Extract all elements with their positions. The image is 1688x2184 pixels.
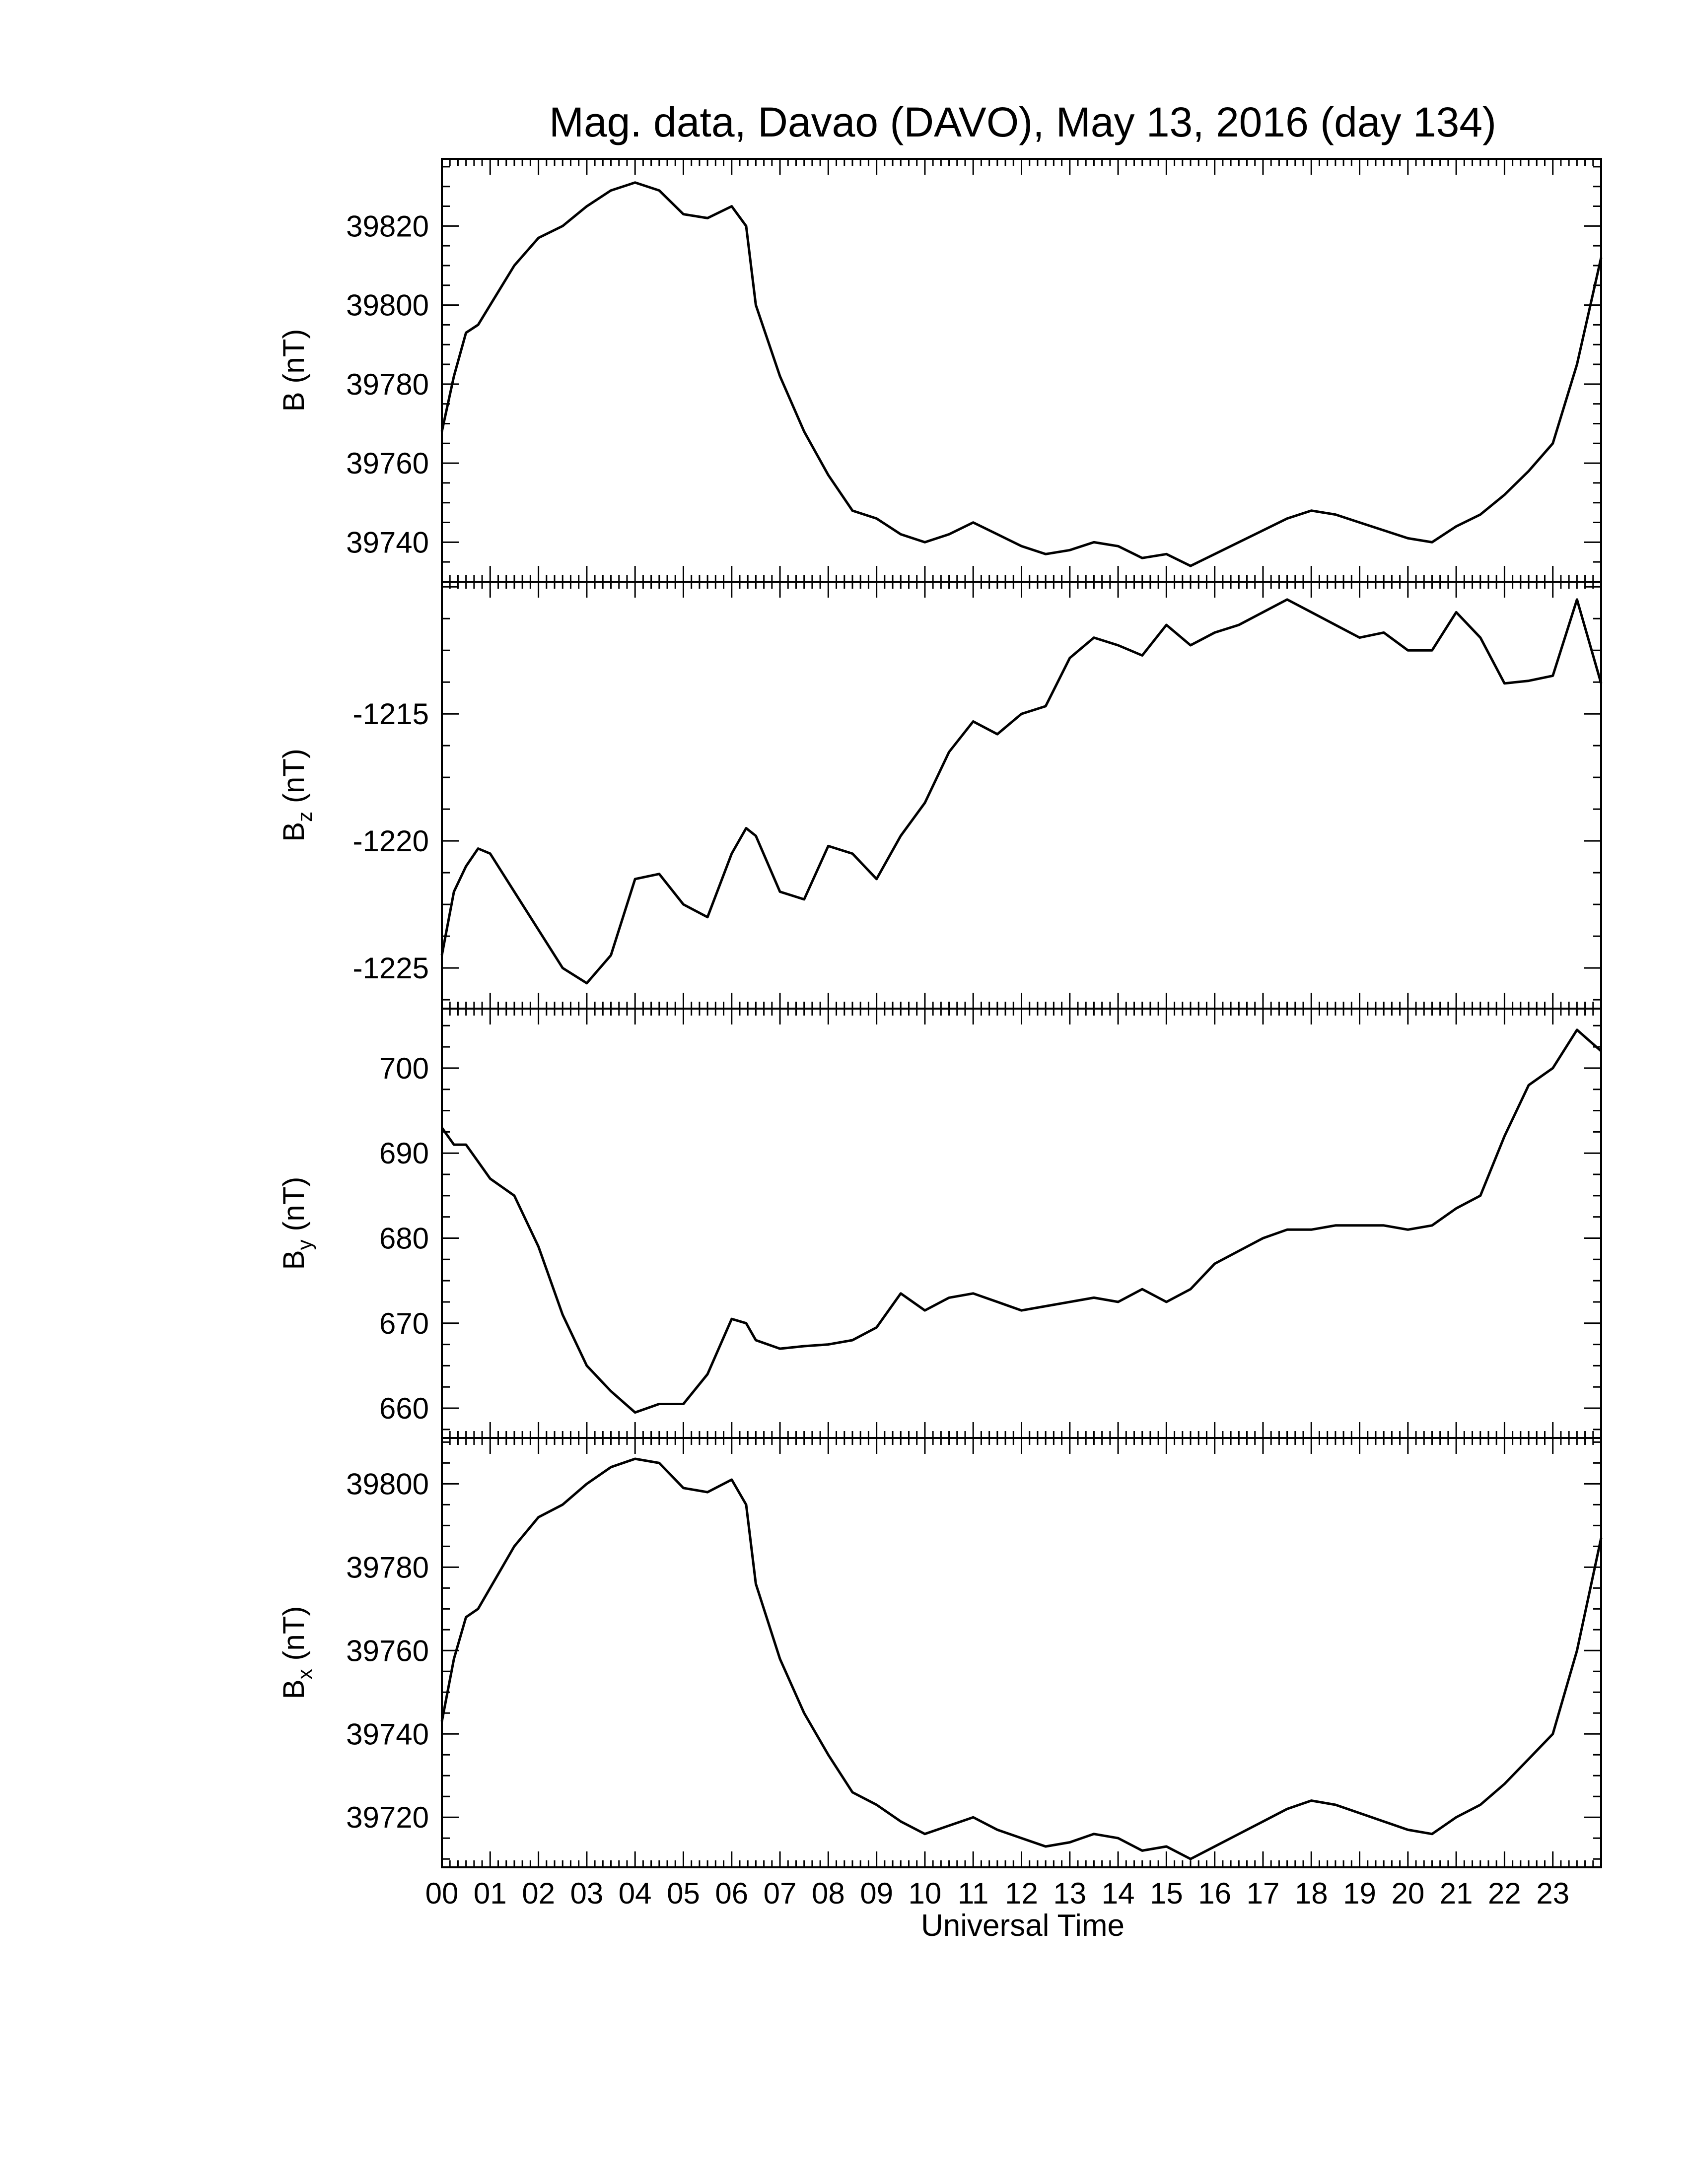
panel-3-series-line	[440, 1457, 1603, 1860]
x-tick-label-19: 19	[1343, 1877, 1376, 1910]
x-tick-label-08: 08	[812, 1877, 845, 1910]
panel-0-y-tick-label-3: 39800	[346, 289, 429, 322]
x-tick-label-21: 21	[1440, 1877, 1473, 1910]
panel-1-y-ticks	[442, 586, 1601, 1001]
x-tick-label-09: 09	[860, 1877, 893, 1910]
panel-3-y-tick-label-4: 39800	[346, 1467, 429, 1501]
x-tick-label-10: 10	[909, 1877, 942, 1910]
x-tick-label-22: 22	[1488, 1877, 1521, 1910]
x-tick-label-13: 13	[1053, 1877, 1086, 1910]
x-tick-label-03: 03	[570, 1877, 604, 1910]
panel-2-frame	[441, 1008, 1602, 1439]
panel-1-y-tick-label-1: -1220	[353, 824, 429, 858]
panel-1-y-tick-label-2: -1215	[353, 697, 429, 731]
panel-0-y-axis-label: B (nT)	[277, 329, 310, 412]
x-tick-label-04: 04	[619, 1877, 652, 1910]
panel-2-y-tick-label-2: 680	[379, 1222, 429, 1255]
panel-3-y-axis-label: Bx (nT)	[277, 1606, 316, 1700]
x-axis-label: Universal Time	[921, 1909, 1125, 1943]
panel-2-series-line	[440, 1028, 1602, 1414]
x-tick-label-11: 11	[958, 1877, 988, 1910]
panel-2-y-tick-label-3: 690	[379, 1137, 429, 1170]
x-tick-label-20: 20	[1391, 1877, 1424, 1910]
x-tick-label-18: 18	[1295, 1877, 1328, 1910]
panel-0-y-tick-label-2: 39780	[346, 368, 429, 401]
x-tick-labels: 00 01 02 03 04 05 06 07 08 09 10 11 12 13 14 15 16 17 18 19…	[425, 1877, 1569, 1910]
panel-3: 39720 39740 39760 39780 39800 Bx (nT)	[277, 1437, 1603, 1868]
x-tick-label-02: 02	[522, 1877, 555, 1910]
panel-1-series-line	[440, 598, 1603, 985]
panel-3-y-tick-label-0: 39720	[346, 1801, 429, 1834]
x-tick-label-01: 01	[474, 1877, 507, 1910]
panel-3-y-tick-label-1: 39740	[346, 1717, 429, 1751]
x-tick-label-15: 15	[1150, 1877, 1183, 1910]
panel-3-y-tick-label-2: 39760	[346, 1634, 429, 1667]
panel-1-y-axis-label: Bz (nT)	[277, 749, 316, 842]
x-tick-label-05: 05	[667, 1877, 700, 1910]
panel-3-frame	[441, 1437, 1602, 1868]
panel-2-y-tick-label-4: 700	[379, 1052, 429, 1085]
x-tick-label-17: 17	[1247, 1877, 1280, 1910]
panel-0-y-tick-label-1: 39760	[346, 447, 429, 480]
x-tick-label-07: 07	[764, 1877, 797, 1910]
chart-title: Mag. data, Davao (DAVO), May 13, 2016 (d…	[549, 99, 1496, 145]
x-tick-label-06: 06	[715, 1877, 748, 1910]
x-tick-label-23: 23	[1536, 1877, 1569, 1910]
panel-2-y-ticks	[442, 1024, 1601, 1431]
panel-0-series-line	[440, 181, 1603, 567]
panel-2-y-tick-label-0: 660	[379, 1392, 429, 1425]
panel-0: 39740 39760 39780 39800 39820 B (nT)	[277, 158, 1603, 583]
panel-3-y-ticks	[442, 1441, 1601, 1860]
panel-2-x-ticks	[441, 1009, 1602, 1438]
x-tick-label-00: 00	[425, 1877, 459, 1910]
panel-1: -1225 -1220 -1215 Bz (nT)	[277, 581, 1603, 1010]
panel-2-y-tick-label-1: 670	[379, 1307, 429, 1340]
panel-3-y-tick-label-3: 39780	[346, 1551, 429, 1584]
panel-3-x-ticks	[441, 1438, 1602, 1867]
panel-0-x-ticks	[441, 159, 1602, 582]
panel-2-y-axis-label: By (nT)	[277, 1177, 316, 1270]
panel-0-y-tick-label-4: 39820	[346, 209, 429, 243]
x-tick-label-16: 16	[1198, 1877, 1231, 1910]
x-tick-label-12: 12	[1005, 1877, 1038, 1910]
panel-1-x-ticks	[441, 582, 1602, 1009]
panel-0-y-tick-label-0: 39740	[346, 526, 429, 559]
panel-0-frame	[441, 158, 1602, 583]
panel-2: 660 670 680 690 700 By (nT)	[277, 1008, 1602, 1439]
panel-1-frame	[441, 581, 1602, 1010]
panel-1-y-tick-label-0: -1225	[353, 952, 429, 985]
panel-0-y-ticks	[442, 166, 1601, 583]
x-tick-label-14: 14	[1102, 1877, 1135, 1910]
